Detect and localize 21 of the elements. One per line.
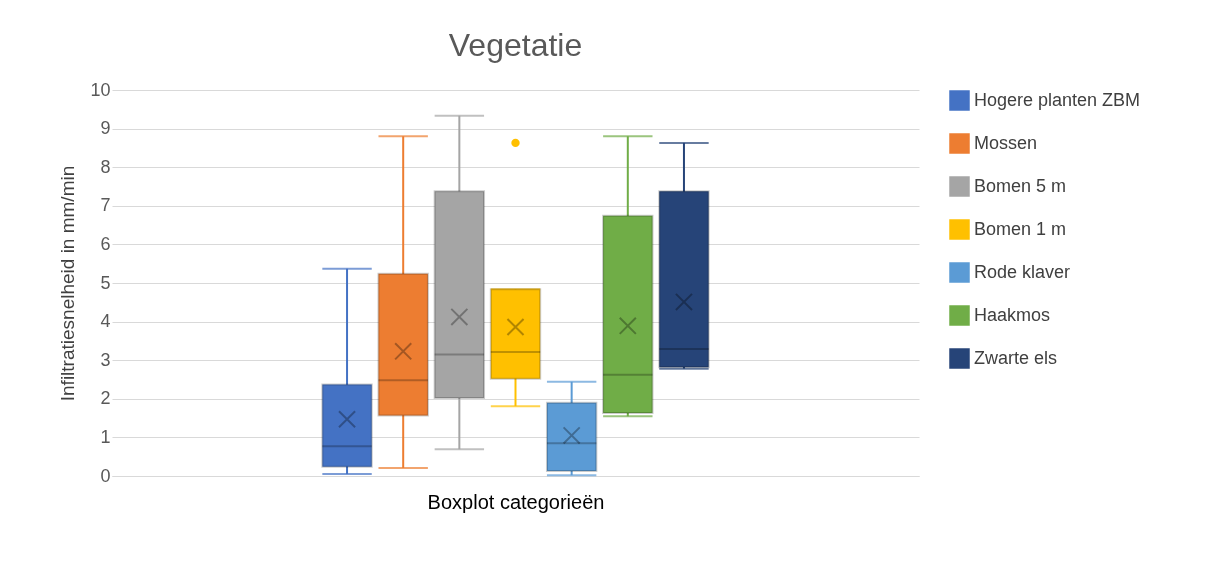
chart-title: Vegetatie <box>448 27 583 63</box>
y-tick-label: 4 <box>100 311 111 332</box>
legend-label: Bomen 1 m <box>974 218 1067 239</box>
legend-label: Hogere planten ZBM <box>974 89 1141 110</box>
x-axis-title: Boxplot categorieën <box>427 490 605 513</box>
y-tick-label: 2 <box>100 388 111 409</box>
y-tick-label: 1 <box>100 426 111 447</box>
y-axis-title: Infiltratiesnelheid in mm/min <box>57 165 79 402</box>
legend-label: Haakmos <box>974 304 1051 325</box>
y-tick-label: 7 <box>100 195 111 216</box>
y-tick-label: 0 <box>100 465 111 486</box>
legend-label: Zwarte els <box>974 347 1058 368</box>
y-tick-label: 9 <box>100 118 111 139</box>
legend-label: Bomen 5 m <box>974 175 1067 196</box>
legend-label: Rode klaver <box>974 261 1071 282</box>
y-tick-label: 3 <box>100 349 111 370</box>
y-tick-label: 10 <box>90 79 111 100</box>
y-tick-label: 6 <box>100 233 111 254</box>
y-tick-label: 5 <box>100 272 111 293</box>
legend-label: Mossen <box>974 132 1038 153</box>
y-tick-label: 8 <box>100 156 111 177</box>
